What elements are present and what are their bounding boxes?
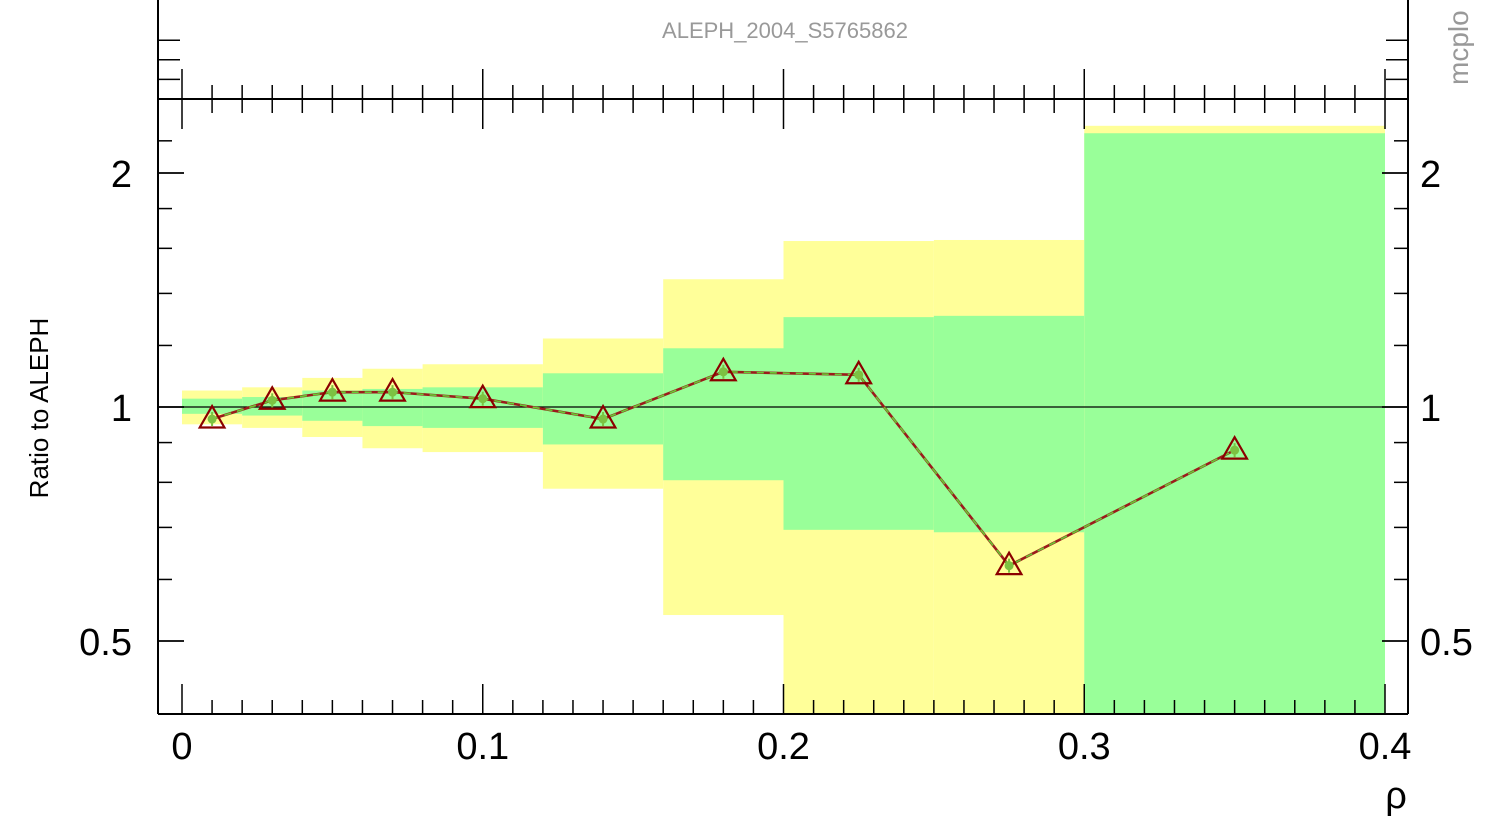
band-layer bbox=[182, 125, 1385, 714]
triangle-marker bbox=[1220, 434, 1249, 460]
y-axis-title: Ratio to ALEPH bbox=[24, 318, 54, 499]
triangle-marker bbox=[844, 359, 873, 385]
series-layer bbox=[197, 356, 1249, 576]
triangle-marker bbox=[378, 376, 407, 402]
x-axis-title: ρ bbox=[1385, 775, 1407, 816]
x-tick-label: 0.3 bbox=[1058, 726, 1111, 768]
y-tick-label-right: 1 bbox=[1420, 388, 1441, 430]
mcplots-side-label: mcplo bbox=[1443, 10, 1474, 85]
triangle-marker bbox=[994, 550, 1024, 576]
x-tick-label: 0.2 bbox=[757, 726, 810, 768]
chart-title: ALEPH_2004_S5765862 bbox=[662, 18, 908, 43]
y-tick-label-left: 2 bbox=[111, 154, 132, 196]
triangle-marker bbox=[709, 356, 738, 382]
x-tick-label: 0 bbox=[171, 726, 192, 768]
x-tick-label: 0.4 bbox=[1359, 726, 1412, 768]
triangle-marker bbox=[588, 403, 618, 429]
triangle-marker bbox=[318, 376, 347, 402]
tick-label-layer: 0 0.1 0.2 0.3 0.4 0.5 0.5 1 1 2 2 bbox=[79, 154, 1473, 768]
x-tick-label: 0.1 bbox=[456, 726, 509, 768]
green-band-9 bbox=[1084, 133, 1385, 714]
y-tick-label-left: 1 bbox=[111, 388, 132, 430]
triangle-marker bbox=[197, 403, 227, 429]
green-band-8 bbox=[933, 315, 1085, 533]
green-band-5 bbox=[542, 373, 664, 445]
green-band-7 bbox=[783, 317, 934, 530]
y-tick-label-right: 0.5 bbox=[1420, 622, 1473, 664]
triangle-marker bbox=[257, 385, 287, 410]
y-tick-label-left: 0.5 bbox=[79, 622, 132, 664]
triangle-marker bbox=[468, 383, 498, 409]
series-line-green-dashed bbox=[211, 370, 1235, 567]
y-tick-label-right: 2 bbox=[1420, 154, 1441, 196]
tick-layer bbox=[158, 39, 1408, 714]
